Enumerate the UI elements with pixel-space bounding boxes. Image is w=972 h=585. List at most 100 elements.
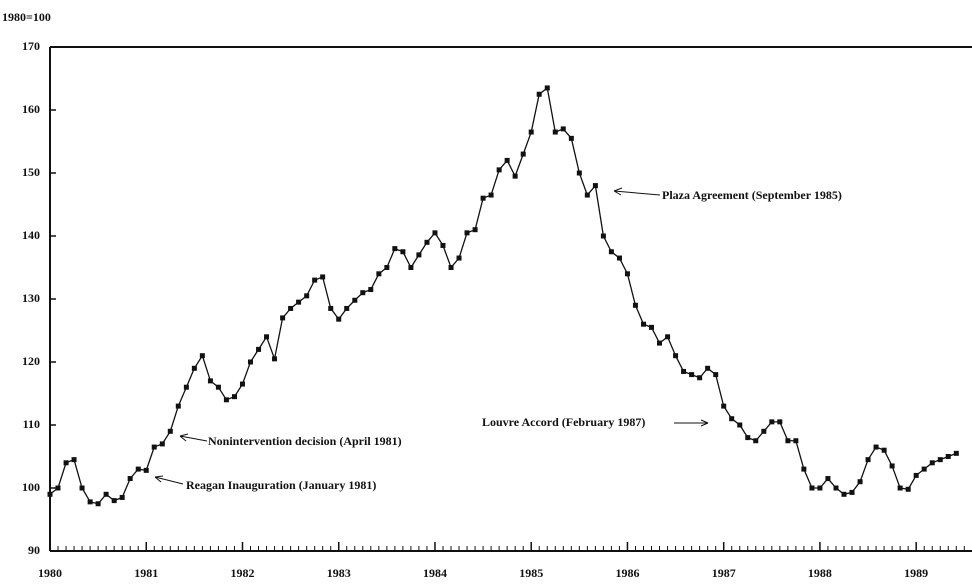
marker (504, 157, 510, 163)
marker (552, 129, 558, 135)
marker (889, 463, 895, 469)
marker (408, 265, 414, 270)
marker (167, 428, 173, 434)
marker (360, 290, 366, 296)
marker (881, 447, 887, 453)
marker (264, 334, 270, 340)
marker (592, 183, 598, 189)
marker (159, 441, 165, 447)
x-tick-label: 1985 (519, 566, 543, 580)
marker (528, 129, 534, 135)
marker (921, 466, 927, 472)
marker (584, 192, 590, 198)
marker (376, 271, 382, 277)
marker (825, 476, 831, 482)
marker (247, 359, 253, 365)
marker (753, 438, 759, 444)
marker (689, 372, 695, 378)
marker (175, 403, 181, 409)
marker (761, 428, 767, 434)
marker (480, 195, 486, 201)
marker (47, 491, 53, 497)
y-axis-label: 1980=100 (2, 10, 51, 24)
x-tick-label: 1983 (327, 566, 351, 580)
annotations (154, 187, 709, 485)
annotation: Louvre Accord (February 1987) (482, 415, 645, 429)
marker (223, 397, 229, 403)
marker (945, 454, 951, 459)
marker (71, 457, 77, 463)
marker (560, 126, 566, 132)
line (49, 86, 957, 505)
marker (440, 242, 446, 248)
marker (913, 472, 919, 478)
arrow (179, 433, 208, 442)
marker (616, 255, 622, 261)
marker (488, 192, 494, 198)
marker (103, 491, 109, 497)
x-tick-label: 1981 (134, 566, 158, 580)
marker (272, 356, 278, 362)
marker (87, 499, 93, 505)
arrow (613, 187, 661, 196)
marker (841, 491, 847, 497)
marker (135, 466, 141, 472)
marker (737, 422, 743, 428)
marker (568, 135, 574, 141)
x-tick-label: 1980 (38, 566, 62, 580)
marker (681, 368, 687, 374)
x-tick-label: 1989 (904, 566, 928, 580)
marker (63, 460, 69, 466)
y-tick-label: 110 (23, 417, 40, 431)
marker (456, 255, 462, 261)
marker (865, 457, 871, 463)
arrow (674, 419, 709, 427)
y-tick-label: 170 (22, 39, 40, 53)
marker (929, 460, 935, 466)
arrow (154, 475, 184, 485)
marker (320, 274, 326, 280)
marker (624, 271, 630, 277)
marker (713, 372, 719, 378)
marker (296, 299, 302, 305)
marker (817, 485, 823, 491)
marker (336, 316, 342, 322)
marker (905, 486, 911, 492)
marker (400, 249, 406, 255)
marker (953, 450, 959, 456)
marker (576, 170, 582, 176)
marker (344, 305, 350, 311)
marker (288, 305, 294, 311)
marker (729, 416, 735, 422)
marker (657, 340, 663, 346)
annotation: Reagan Inauguration (January 1981) (186, 478, 376, 492)
marker (721, 403, 727, 409)
y-tick-label: 120 (22, 354, 40, 368)
marker (231, 394, 237, 400)
marker (600, 233, 606, 239)
marker (239, 381, 245, 387)
x-tick-label: 1984 (423, 566, 447, 580)
marker (448, 265, 454, 270)
annotation: Nonintervention decision (April 1981) (208, 434, 402, 448)
marker (641, 321, 647, 327)
marker (697, 375, 703, 381)
marker (432, 230, 438, 236)
marker (608, 249, 614, 255)
marker (833, 485, 839, 491)
marker (512, 173, 518, 179)
marker (207, 378, 213, 384)
marker (183, 384, 189, 390)
marker (769, 419, 775, 425)
marker (809, 485, 815, 491)
y-tick-label: 160 (22, 102, 40, 116)
marker (857, 479, 863, 485)
marker (849, 489, 855, 495)
marker (873, 444, 879, 450)
marker (384, 265, 390, 270)
marker (256, 346, 262, 352)
marker (215, 384, 221, 390)
marker (536, 91, 542, 97)
